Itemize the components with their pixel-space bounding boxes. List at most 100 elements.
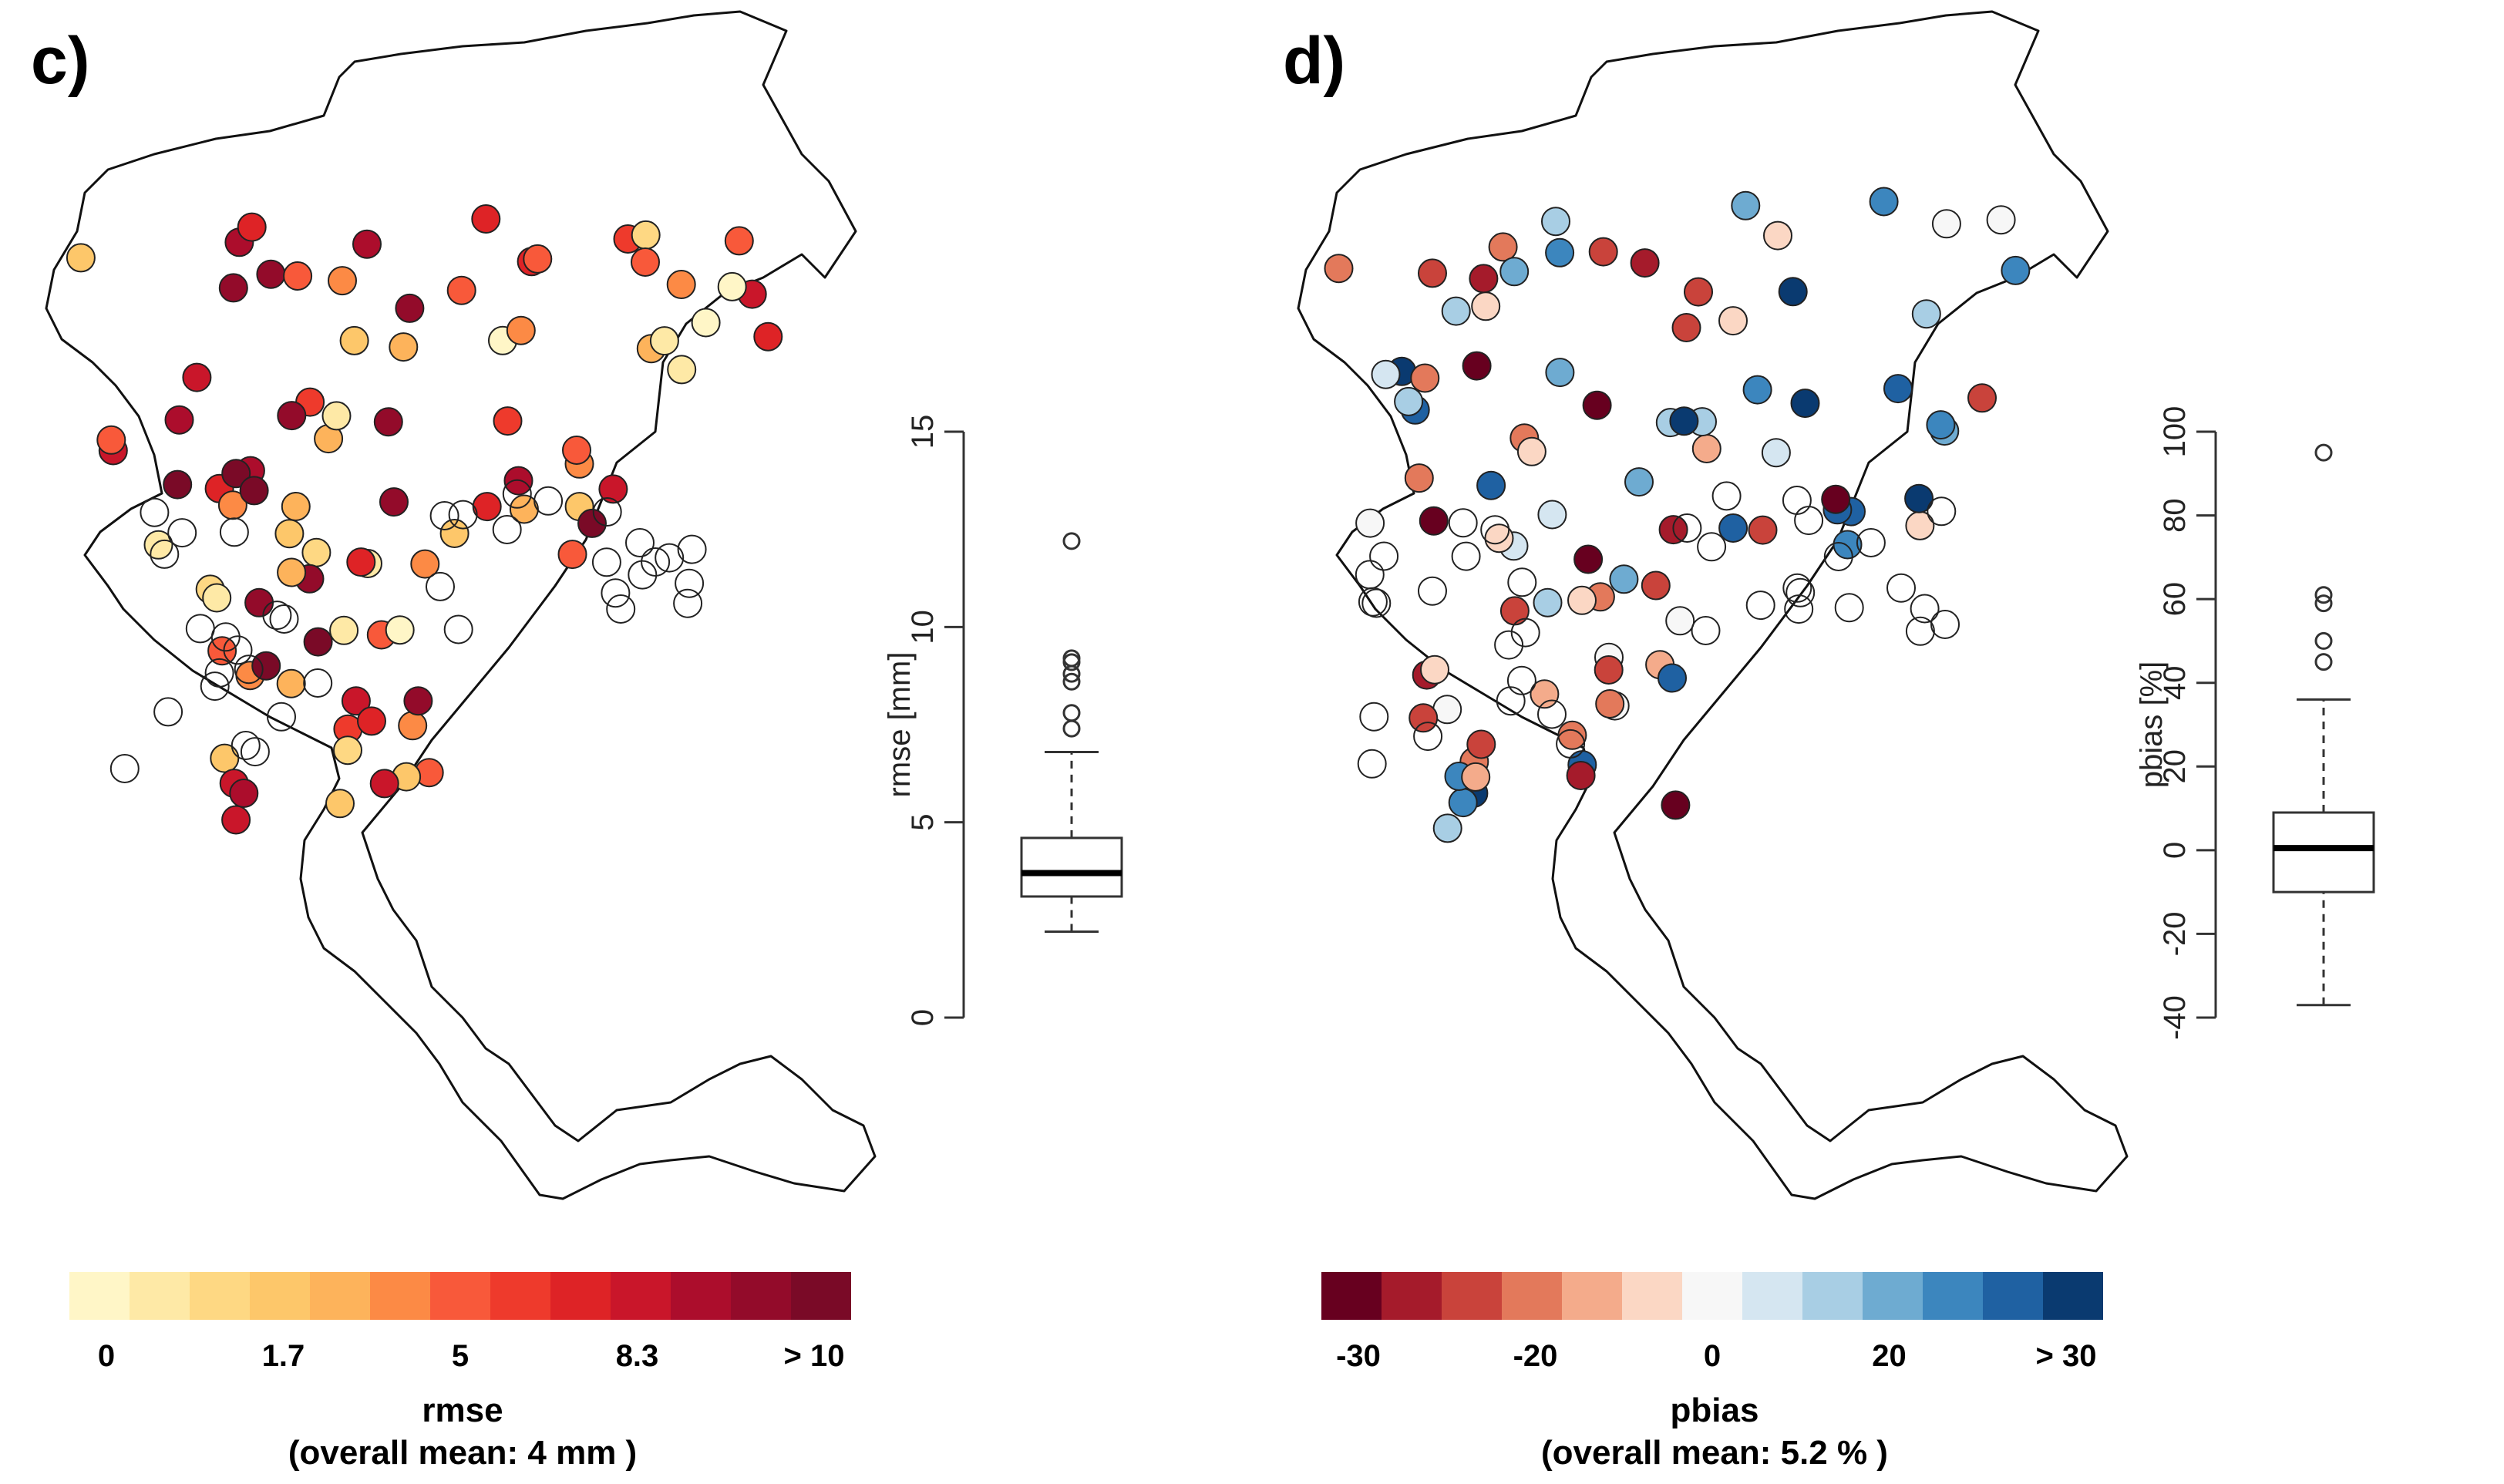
station-marker [200,671,230,702]
colorbar-swatch [490,1272,550,1320]
station-marker [667,355,697,385]
station-marker [606,594,636,624]
station-marker [221,805,251,835]
station-marker [369,769,399,799]
station-marker [1672,513,1702,543]
station-marker [352,229,382,259]
colorbar-title: rmse [422,1391,503,1429]
boxplot-tick-label: 20 [2158,749,2192,784]
station-marker [1778,277,1808,307]
station-marker [1886,573,1916,603]
colorbar-swatch [1682,1272,1742,1320]
station-marker [1419,506,1449,536]
station-marker [1506,665,1536,695]
station-marker [1516,436,1546,466]
boxplot-ylabel: rmse [mm] [883,652,917,798]
station-marker [1630,248,1660,278]
station-marker [303,668,333,698]
station-marker [240,737,270,767]
station-marker [1926,410,1956,440]
station-marker [1856,528,1886,557]
station-marker [379,487,409,517]
station-marker [1484,523,1514,554]
station-marker [1494,630,1524,660]
station-marker [592,497,622,527]
station-marker [673,588,703,618]
station-marker [1567,585,1597,615]
colorbar-swatch [550,1272,611,1320]
station-marker [1624,467,1654,497]
station-marker [234,655,264,685]
station-marker [649,326,679,356]
station-marker [1588,237,1618,267]
colorbar-swatch [611,1272,671,1320]
colorbar-swatch [190,1272,250,1320]
station-marker [471,204,501,234]
station-marker [1661,790,1691,820]
station-marker [221,459,251,489]
boxplot-tick-label: 80 [2158,498,2192,533]
station-marker [1410,363,1440,393]
map-plot: 0 5 10 15 rmse [mm] 0 1.7 5 8.3 > 10 [45,10,1123,1373]
station-marker [691,308,721,338]
station-marker [1782,573,1812,603]
station-marker [1418,258,1447,288]
station-marker [1883,374,1913,404]
colorbar-swatch [1923,1272,1983,1320]
station-marker [1684,277,1713,307]
station-marker [1794,506,1824,536]
colorbar-swatch [1321,1272,1382,1320]
station-marker [341,686,371,716]
station-marker [1691,434,1722,463]
station-marker [1711,481,1742,511]
colorbar-swatch [1802,1272,1863,1320]
station-marker [426,571,455,601]
panel-rmse: c) 0 5 10 15 rmse [mm] 0 1.7 5 8.3 > 10 rmse (ov… [31,10,1123,1472]
station-marker [277,401,307,431]
boxplot-box [2272,811,2375,893]
station-marker [218,273,248,303]
station-marker [204,658,234,688]
station-marker [1358,587,1388,617]
station-marker [1691,616,1721,645]
boxplot-outlier [2314,586,2333,604]
station-marker [1545,237,1575,268]
station-marker [675,568,705,598]
station-marker [1507,567,1537,597]
colorbar-caption: (overall mean: 5.2 % ) [1541,1434,1888,1472]
colorbar: -30 -20 0 20 > 30 [1321,1272,2103,1373]
station-marker [385,615,415,645]
station-marker [269,604,299,634]
station-marker [231,731,261,760]
station-marker [283,261,313,291]
colorbar-tick-label: 0 [98,1339,115,1373]
panel-pbias: d) -40 -20 0 20 40 60 80 100 pbias [%] -30 -20 0 20… [1252,0,2504,1484]
station-marker [1927,496,1957,527]
station-marker [329,615,359,645]
station-marker [1790,389,1820,419]
station-marker [167,518,197,548]
boxplot-tick-label: -40 [2158,995,2192,1040]
station-marker [448,500,478,530]
station-marker [1782,486,1812,515]
station-marker [1566,761,1596,790]
panel-label: c) [31,24,90,98]
station-marker [251,651,281,681]
station-marker [439,519,470,548]
station-marker [1355,508,1385,538]
station-marker [641,547,671,577]
station-marker [1784,594,1814,624]
station-marker [1658,663,1687,693]
station-marker [1573,544,1604,574]
boxplot-tick-label: 60 [2158,582,2192,617]
station-marker [333,735,362,766]
colorbar-tick-label: 8.3 [616,1339,659,1373]
station-marker [677,534,707,564]
station-marker [1469,264,1499,294]
station-marker [339,325,369,355]
map-plot: -40 -20 0 20 40 60 80 100 pbias [%] -30 -20 0 20 > 3… [1297,10,2375,1373]
station-marker [182,362,212,392]
station-marker [244,587,274,617]
station-marker [655,543,685,573]
station-marker [502,479,532,509]
